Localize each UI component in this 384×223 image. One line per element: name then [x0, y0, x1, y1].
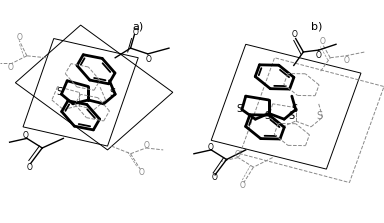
Text: O: O	[146, 55, 152, 64]
Text: O: O	[8, 63, 13, 72]
Text: O: O	[316, 51, 322, 60]
Text: O: O	[319, 37, 326, 46]
Text: S: S	[317, 111, 323, 121]
Text: O: O	[240, 181, 246, 190]
Text: S: S	[265, 111, 271, 121]
Text: b): b)	[311, 21, 323, 31]
Text: O: O	[344, 56, 349, 65]
Text: O: O	[207, 142, 213, 151]
Text: S: S	[109, 88, 115, 98]
Text: O: O	[292, 30, 298, 39]
Text: O: O	[144, 140, 150, 150]
Text: O: O	[23, 131, 29, 140]
Text: O: O	[16, 33, 22, 42]
Text: O: O	[27, 163, 33, 172]
Text: O: O	[132, 28, 138, 37]
Text: a): a)	[132, 21, 144, 31]
Text: O: O	[211, 173, 217, 182]
Text: S: S	[236, 104, 242, 114]
Text: O: O	[138, 168, 144, 178]
Text: S: S	[289, 111, 295, 121]
Text: S: S	[292, 104, 298, 114]
Text: O: O	[234, 150, 240, 159]
Text: S: S	[56, 87, 63, 97]
